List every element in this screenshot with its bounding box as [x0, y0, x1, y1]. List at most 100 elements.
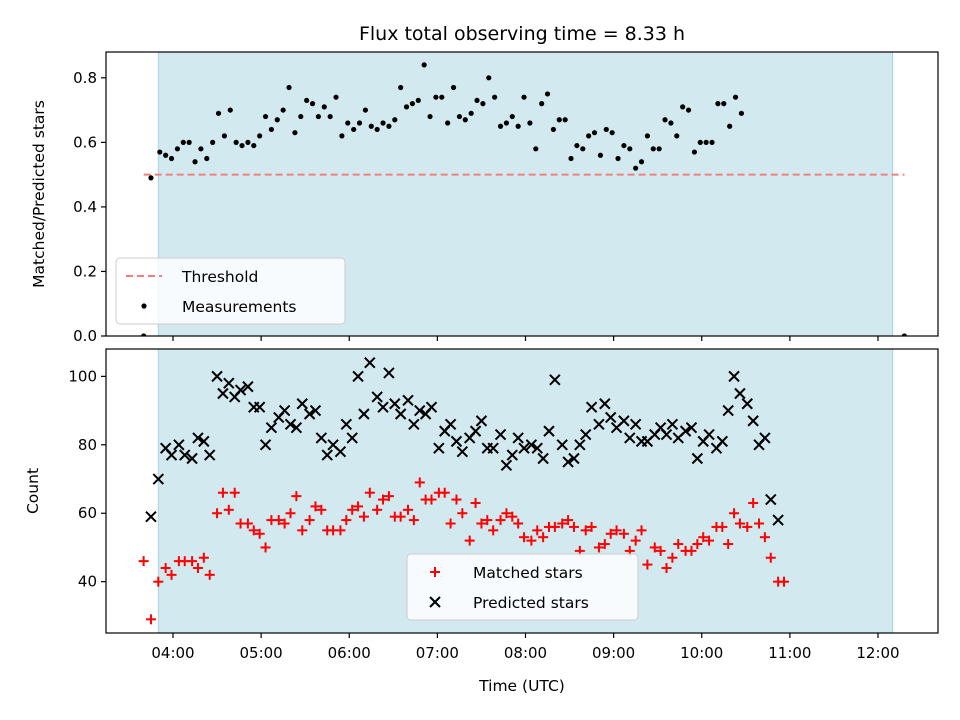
data-point: [257, 133, 263, 139]
x-b: [679, 425, 692, 437]
data-point: [395, 511, 406, 522]
data-point: [456, 445, 469, 458]
data-point: [345, 120, 351, 126]
data-point: [604, 411, 617, 424]
data-point: [488, 525, 499, 536]
data-point: [492, 94, 498, 100]
data-point: [351, 126, 357, 133]
data-point: [341, 515, 352, 526]
data-point: [586, 521, 597, 532]
x-b: [179, 449, 191, 461]
x-b: [278, 404, 291, 417]
data-point: [503, 120, 510, 126]
data-point: [198, 552, 209, 563]
x-b: [728, 370, 740, 383]
axes-frame: [105, 348, 939, 634]
data-point: [321, 449, 333, 461]
data-point: [148, 175, 154, 181]
data-point: [638, 159, 645, 165]
data-point: [221, 133, 228, 139]
data-point: [549, 521, 560, 532]
data-point: [242, 518, 253, 529]
top-panel: 0.0 0.2 0.4 0.6 0.8 Matched/Predicted stars Th…: [30, 51, 939, 345]
data-point: [568, 155, 574, 162]
x-b: [604, 411, 617, 424]
x-b: [433, 442, 445, 454]
data-point: [709, 139, 715, 145]
data-point: [408, 515, 419, 526]
data-point: [358, 408, 370, 420]
data-point: [402, 394, 414, 407]
x-b: [556, 439, 568, 451]
data-point: [482, 515, 493, 526]
x-b: [321, 449, 333, 461]
x-b: [741, 398, 753, 410]
x-b: [543, 425, 555, 437]
y-tick-label: 40: [78, 573, 97, 591]
data-point: [292, 130, 298, 136]
data-point: [531, 442, 543, 454]
data-point: [627, 146, 633, 152]
data-point: [597, 152, 604, 158]
data-point: [433, 94, 439, 100]
data-point: [599, 539, 610, 550]
data-point: [215, 110, 222, 116]
x-axis-label: Time (UTC): [478, 677, 565, 695]
data-point: [212, 508, 223, 519]
data-point: [543, 425, 555, 437]
data-point: [173, 439, 185, 451]
x-b: [716, 435, 729, 448]
series-plus: [138, 477, 789, 625]
legend-box: [115, 257, 346, 325]
x-b: [494, 428, 507, 441]
data-point: [685, 421, 698, 434]
x-b: [734, 387, 746, 400]
data-point: [630, 535, 641, 546]
legend-marker: [141, 303, 147, 309]
data-point: [392, 117, 398, 123]
data-point: [512, 432, 524, 444]
data-point: [674, 133, 680, 139]
data-point: [242, 380, 254, 393]
x-b: [334, 445, 347, 458]
data-point: [568, 521, 579, 532]
data-point: [165, 449, 178, 461]
x-b: [389, 398, 401, 410]
data-point: [180, 139, 186, 145]
data-point: [580, 525, 591, 536]
data-point: [527, 120, 533, 126]
data-point: [340, 418, 353, 430]
data-point: [615, 155, 621, 162]
data-point: [427, 113, 433, 120]
data-point: [445, 120, 451, 126]
data-point: [163, 152, 169, 158]
series-x: [145, 356, 784, 526]
data-point: [742, 521, 753, 532]
x-b: [654, 421, 667, 434]
y-axis-label: Count: [24, 468, 42, 514]
data-point: [223, 377, 235, 389]
data-point: [286, 84, 292, 91]
x-b: [352, 370, 364, 383]
data-point: [321, 104, 327, 110]
x-b: [685, 421, 698, 434]
data-point: [346, 432, 358, 444]
data-point: [425, 401, 438, 413]
x-b: [500, 459, 513, 472]
data-point: [526, 535, 537, 546]
data-point: [145, 510, 157, 523]
data-point: [549, 374, 561, 386]
data-point: [550, 126, 557, 133]
data-point: [556, 117, 562, 123]
data-point: [618, 528, 629, 539]
plot-area: [138, 356, 789, 625]
x-b: [290, 421, 303, 434]
data-point: [274, 117, 280, 123]
data-point: [562, 117, 568, 123]
x-b: [165, 449, 178, 461]
legend: Threshold Measurements: [115, 257, 346, 325]
data-point: [260, 542, 271, 553]
x-tick-label: 07:00: [416, 644, 459, 662]
data-point: [192, 432, 204, 444]
x-b: [204, 449, 216, 461]
